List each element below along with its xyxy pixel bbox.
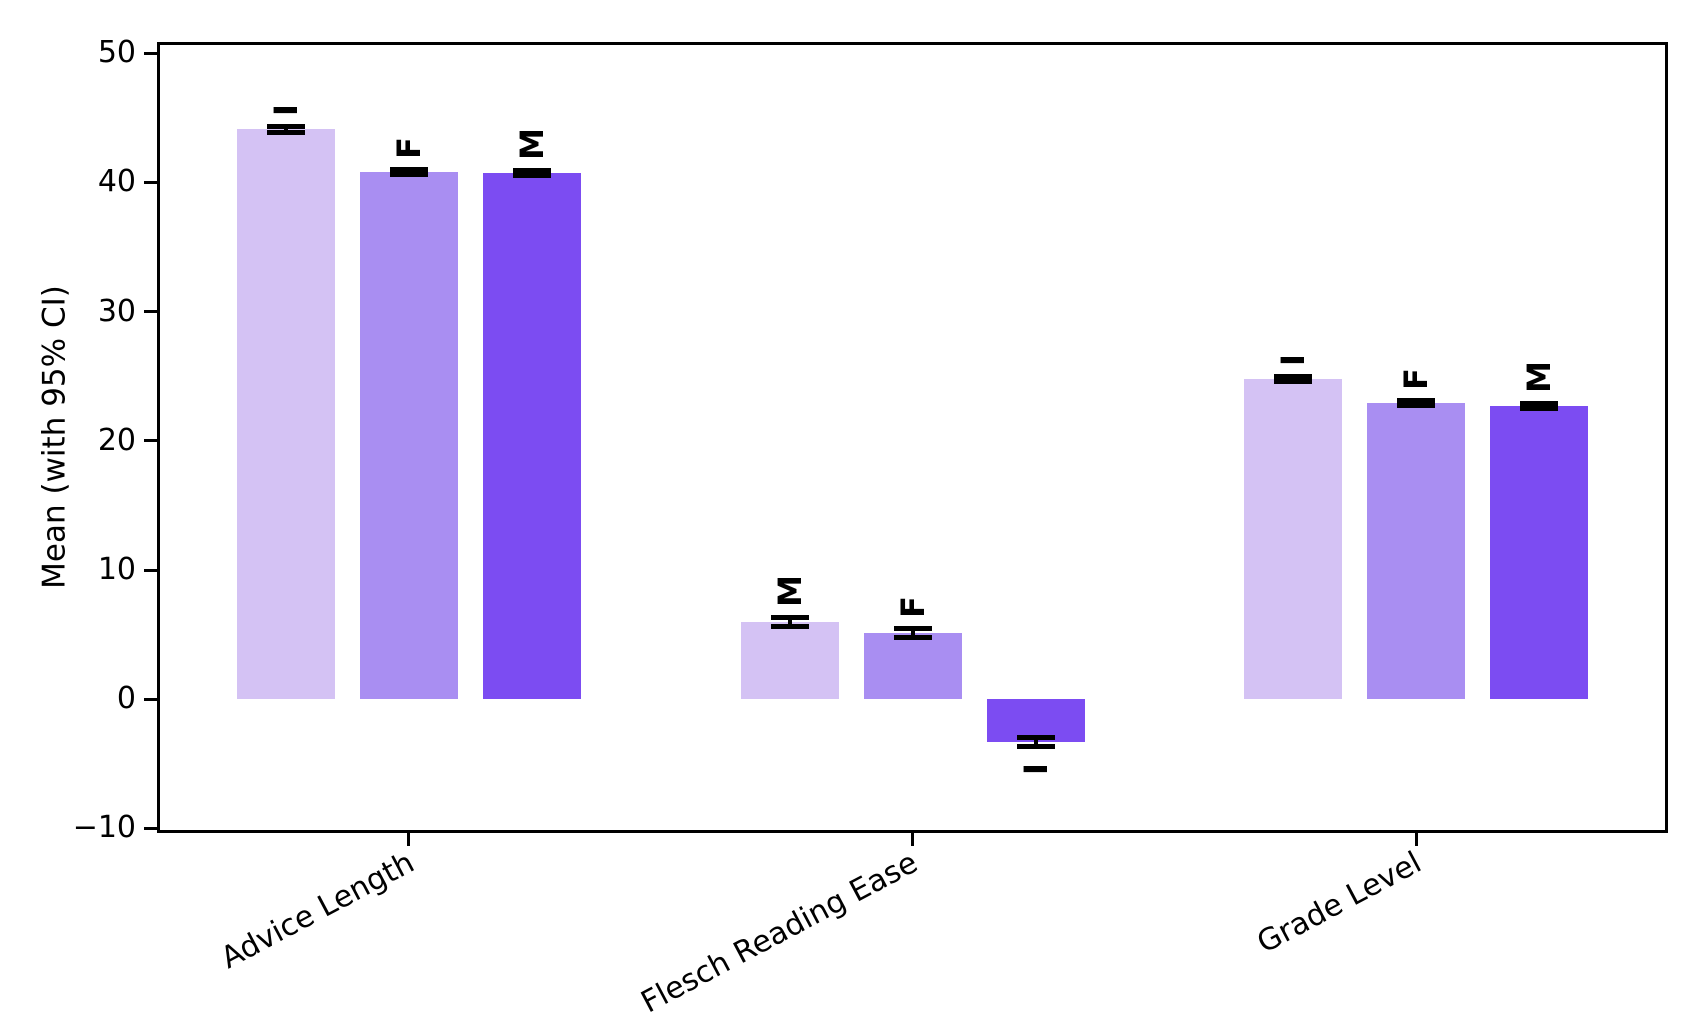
error-bar-cap-top [770, 614, 809, 620]
bar-value-label: F [1397, 368, 1436, 391]
error-bar [1033, 737, 1038, 747]
error-bar-cap-top [893, 626, 932, 632]
x-tick [911, 833, 914, 846]
bar [740, 621, 839, 700]
bar-value-label: M [512, 128, 551, 161]
y-tick [144, 51, 157, 55]
error-bar-cap-top [512, 168, 551, 174]
bar [1244, 378, 1343, 700]
error-bar-cap-bottom [266, 129, 305, 135]
error-bar [1414, 400, 1419, 406]
error-bar [1291, 376, 1296, 382]
y-tick [144, 180, 157, 184]
error-bar-cap-bottom [1274, 378, 1313, 384]
error-bar-cap-top [1274, 373, 1313, 379]
y-tick-label: −10 [72, 810, 136, 846]
bar-value-label: I [266, 104, 305, 117]
x-tick-label: Advice Length [215, 845, 420, 977]
y-tick-label: 0 [116, 681, 136, 717]
error-bar-cap-top [266, 124, 305, 130]
y-tick-label: 30 [97, 293, 136, 329]
y-tick [144, 310, 157, 314]
y-tick-label: 50 [97, 35, 136, 71]
error-bar-cap-bottom [1397, 403, 1436, 409]
bar-value-label: F [389, 137, 428, 159]
y-tick-label: 40 [97, 164, 136, 200]
bar-value-label: M [770, 574, 809, 607]
error-bar [283, 126, 288, 133]
bar [359, 172, 458, 700]
x-tick-label: Flesch Reading Ease [635, 845, 924, 1021]
bar [986, 699, 1085, 742]
error-bar-cap-bottom [1520, 406, 1559, 412]
x-tick-label: Grade Level [1251, 845, 1428, 961]
error-bar-cap-bottom [893, 635, 932, 641]
y-tick [144, 568, 157, 572]
error-bar-cap-bottom [770, 623, 809, 629]
error-bar [529, 170, 534, 176]
error-bar-cap-bottom [512, 173, 551, 179]
x-tick [407, 833, 411, 846]
error-bar-cap-top [1520, 400, 1559, 406]
y-tick [144, 826, 157, 830]
bar-value-label: F [893, 596, 932, 619]
error-bar [910, 628, 915, 638]
bar [1490, 405, 1589, 700]
error-bar-cap-top [1397, 398, 1436, 404]
error-bar [1537, 403, 1542, 409]
bar [1367, 403, 1466, 700]
bar-value-label: I [1016, 762, 1055, 775]
bar-value-label: M [1520, 360, 1559, 393]
y-tick [144, 439, 157, 443]
error-bar-cap-bottom [389, 172, 428, 178]
bar-value-label: I [1274, 353, 1313, 366]
error-bar [787, 617, 792, 627]
error-bar-cap-top [389, 167, 428, 173]
bar [236, 129, 335, 700]
y-tick-label: 10 [97, 552, 136, 588]
error-bar [406, 169, 411, 175]
bar [863, 633, 962, 700]
error-bar-cap-top [1016, 734, 1055, 740]
y-tick [144, 697, 157, 701]
x-tick [1414, 833, 1418, 846]
error-bar-cap-bottom [1016, 743, 1055, 749]
bar [482, 173, 581, 700]
y-tick-label: 20 [97, 422, 136, 458]
